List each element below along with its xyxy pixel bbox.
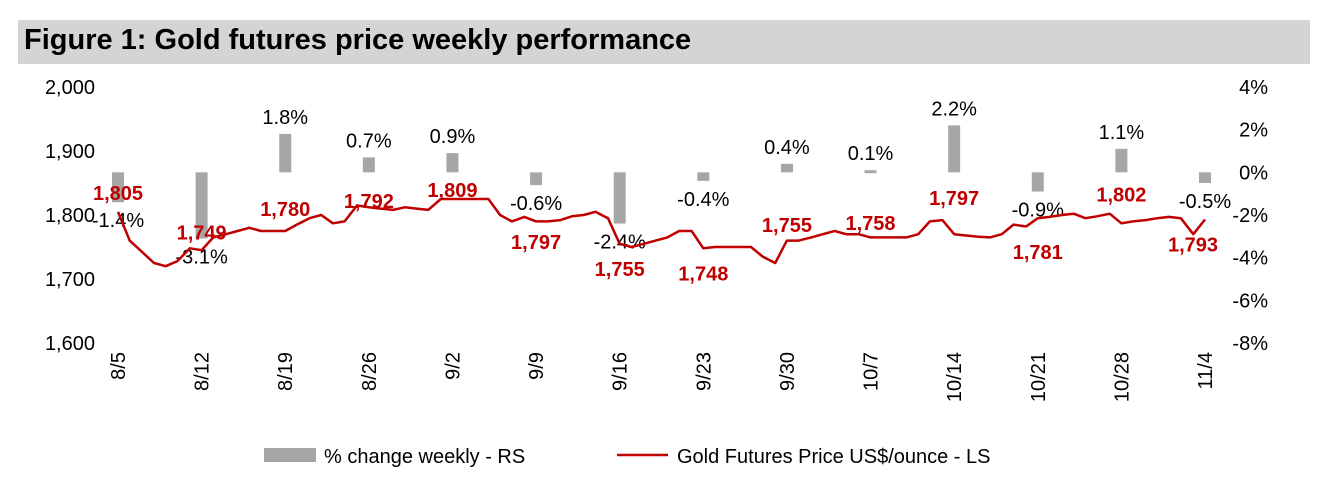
left-axis-tick: 1,800 [45,205,95,227]
bar-weekly-change [195,172,208,239]
bar-label: 0.9% [430,126,476,148]
bar-weekly-change [864,170,877,174]
legend-bar-label: % change weekly - RS [324,446,525,468]
price-label: 1,797 [929,188,979,210]
price-label: 1,792 [344,191,394,213]
legend-line-label: Gold Futures Price US$/ounce - LS [677,446,990,468]
price-line [116,197,1206,268]
right-axis-tick: -8% [1232,333,1268,355]
x-axis-tick: 8/12 [192,352,214,391]
price-label: 1,755 [595,259,645,281]
price-label: 1,758 [846,213,896,235]
bar-weekly-change [1031,172,1044,192]
bar-weekly-change [1199,172,1211,183]
left-axis-tick: 2,000 [45,77,95,99]
bar-label: 0.4% [764,137,810,159]
x-axis-tick: 10/14 [944,352,966,402]
price-label: 1,793 [1168,234,1218,256]
right-axis-tick: -6% [1232,290,1268,312]
x-axis-tick: 10/21 [1028,352,1050,402]
bar-weekly-change [1115,148,1128,173]
bar-weekly-change [112,172,124,203]
x-axis-tick: 11/4 [1195,352,1217,389]
x-axis-tick: 8/19 [275,352,297,391]
right-axis-tick: 4% [1239,77,1268,99]
price-label: 1,805 [93,183,143,205]
bar-label: -0.5% [1179,191,1231,213]
x-axis-tick: 9/30 [777,352,799,391]
title-bar: Figure 1: Gold futures price weekly perf… [18,20,1310,64]
x-axis-tick: 9/9 [526,352,548,380]
x-axis-tick: 8/5 [108,352,130,380]
right-axis-tick: 0% [1239,162,1268,184]
price-label: 1,802 [1096,185,1146,207]
bar-weekly-change [362,157,375,173]
chart-title: Figure 1: Gold futures price weekly perf… [24,24,692,56]
bar-weekly-change [613,172,626,224]
left-axis-tick: 1,900 [45,141,95,163]
left-axis-tick: 1,600 [45,333,95,355]
bar-label: 0.1% [848,143,894,165]
x-axis-tick: 9/23 [693,352,715,391]
bar-label: 2.2% [931,98,977,120]
legend-bar-swatch [264,448,316,462]
bar-label: -0.6% [510,193,562,215]
bar-label: -0.4% [677,189,729,211]
bar-label: 1.1% [1099,122,1145,144]
bar-weekly-change [780,163,793,173]
price-label: 1,755 [762,215,812,237]
bar-weekly-change [948,125,961,173]
price-label: 1,809 [427,180,477,202]
left-axis-tick: 1,700 [45,269,95,291]
price-label: 1,749 [177,223,227,245]
bar-label: 1.8% [262,107,308,129]
bar-weekly-change [697,172,710,181]
x-axis-tick: 10/28 [1111,352,1133,402]
price-label: 1,781 [1013,242,1063,264]
bar-label: -1.4% [92,210,144,232]
bar-label: 0.7% [346,130,392,152]
x-axis-tick: 9/2 [442,352,464,380]
bar-weekly-change [446,153,459,173]
right-axis-tick: -4% [1232,248,1268,270]
bar-weekly-change [279,133,292,173]
x-axis-tick: 9/16 [610,352,632,391]
price-label: 1,797 [511,232,561,254]
right-axis-tick: 2% [1239,120,1268,142]
x-axis-tick: 10/7 [861,352,883,391]
bar-weekly-change [530,172,543,186]
right-axis-tick: -2% [1232,205,1268,227]
x-axis-tick: 8/26 [359,352,381,391]
price-label: 1,780 [260,199,310,221]
price-label: 1,748 [678,263,728,285]
bar-label: -3.1% [175,246,227,268]
